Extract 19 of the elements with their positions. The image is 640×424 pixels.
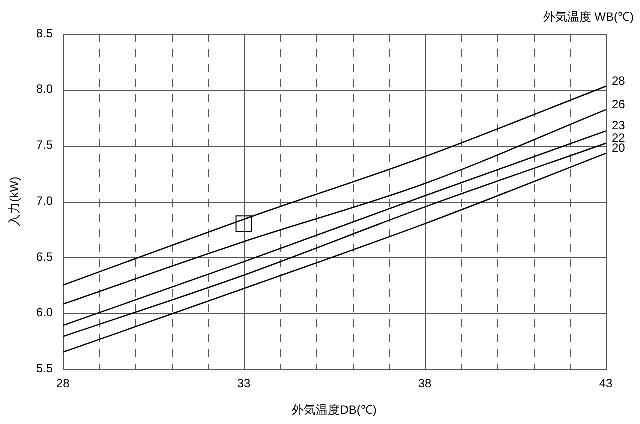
x-tick-label: 33 <box>237 376 252 391</box>
y-tick-label: 7.0 <box>36 194 54 208</box>
series-label: 23 <box>612 118 626 133</box>
x-axis-title: 外気温度DB(℃) <box>292 403 377 418</box>
line-series <box>63 86 606 286</box>
y-axis-title: 入力(kW) <box>8 176 22 226</box>
line-series <box>63 109 606 306</box>
series-label: 28 <box>612 74 626 88</box>
x-tick-label: 28 <box>56 376 70 391</box>
series-label: 26 <box>612 97 626 112</box>
x-tick-label: 38 <box>418 376 432 391</box>
y-tick-label: 8.0 <box>36 82 54 96</box>
y-tick-label: 6.0 <box>36 306 54 320</box>
y-tick-label: 7.5 <box>36 138 54 152</box>
legend-title: 外気温度 WB(℃) <box>543 9 634 26</box>
y-tick-label: 5.5 <box>36 362 54 376</box>
x-tick-label: 43 <box>599 376 613 391</box>
y-tick-label: 6.5 <box>36 250 54 264</box>
y-tick-label: 8.5 <box>36 26 54 40</box>
